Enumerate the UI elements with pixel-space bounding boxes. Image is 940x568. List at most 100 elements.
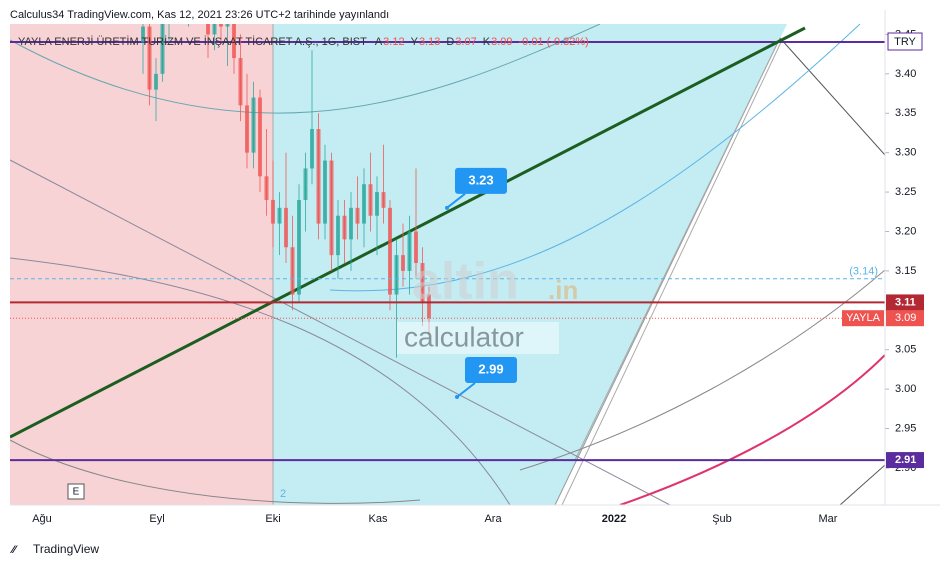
candle-body	[277, 207, 282, 224]
price-label: 2.91	[895, 454, 916, 466]
candle-body	[375, 192, 379, 216]
watermark-sub: calculator	[404, 321, 524, 352]
candle-body	[407, 231, 412, 271]
red-zone	[10, 24, 273, 505]
callout-pointer	[456, 382, 476, 398]
fan-line	[839, 464, 885, 505]
last-name: YAYLA	[846, 312, 880, 324]
drawings	[10, 24, 885, 505]
arc	[10, 257, 511, 505]
candle-body	[316, 129, 321, 224]
ohlc-value: 3.13	[419, 36, 440, 48]
fan-line	[779, 37, 885, 156]
x-tick-label: 2022	[602, 513, 626, 525]
published-note: Calculus34 TradingView.com, Kas 12, 2021…	[10, 9, 389, 21]
y-tick-label: 3.30	[895, 147, 916, 159]
candle-body	[219, 24, 223, 27]
candle-body	[323, 160, 327, 224]
arc	[10, 439, 421, 504]
x-tick-label: Eki	[265, 513, 280, 525]
candle-body	[225, 24, 230, 27]
event-box	[67, 483, 85, 500]
candle-body	[147, 26, 152, 90]
logo: ⁄⁄	[9, 544, 18, 556]
candle-body	[310, 129, 314, 169]
chart-title: YAYLA ENERJİ ÜRETİM TURİZM VE İNŞAAT TİC…	[18, 35, 367, 48]
ohlc-key: A	[375, 36, 383, 48]
currency-box	[887, 32, 923, 51]
cycle-label: 2	[280, 488, 286, 500]
candle-body	[154, 73, 158, 90]
footer-brand: TradingView	[33, 542, 99, 556]
candle-body	[388, 207, 392, 295]
callout-label: 2.99	[478, 361, 503, 376]
ohlc-value: 3.12	[383, 36, 404, 48]
last-price: 3.09	[895, 312, 916, 324]
x-tick-label: Ara	[484, 513, 502, 525]
x-tick-label: Ağu	[32, 513, 52, 525]
ohlc-key: Y	[411, 36, 419, 48]
dashed-level-label: (3.14)	[849, 266, 878, 278]
currency: TRY	[894, 36, 916, 48]
candle-body	[329, 160, 334, 256]
x-tick-label: Kas	[369, 513, 388, 525]
candle-body	[381, 192, 386, 208]
candle-body	[368, 184, 373, 216]
x-tick-label: Şub	[712, 513, 732, 525]
callout-point	[455, 395, 459, 400]
callout-pointer	[446, 193, 466, 209]
watermark: altin .in calculator	[397, 253, 578, 354]
candle-body	[303, 168, 308, 200]
candle-body	[414, 231, 418, 264]
candle-body	[258, 97, 262, 177]
ohlc-key: D	[446, 36, 454, 48]
change: -0.01 (-0.32%)	[519, 36, 589, 48]
callout-label: 3.23	[468, 172, 493, 187]
ohlc-value: 3.07	[455, 36, 476, 48]
arc	[329, 24, 861, 292]
candle-body	[238, 58, 243, 106]
candle-body	[394, 255, 399, 295]
y-tick-label: 3.15	[895, 265, 916, 277]
callout-point	[445, 205, 449, 210]
fan-line	[10, 159, 671, 505]
last-name-box	[842, 310, 884, 327]
candle-body	[290, 247, 295, 295]
candle-body	[342, 215, 347, 240]
arc	[10, 24, 601, 114]
candle-body	[349, 207, 353, 240]
y-tick-label: 2.95	[895, 422, 916, 434]
candle-body	[264, 176, 269, 200]
callout-box	[455, 167, 507, 194]
price-label-box	[886, 294, 924, 311]
candle-body	[355, 207, 360, 224]
y-tick-label: 3.25	[895, 186, 916, 198]
candle-body	[232, 24, 236, 59]
candle-body	[245, 105, 249, 153]
candle-body	[420, 263, 425, 303]
y-tick-label: 3.40	[895, 68, 916, 80]
candles	[141, 24, 431, 358]
ohlc-key: K	[483, 36, 491, 48]
x-tick-label: Mar	[819, 513, 838, 525]
ohlc-value: 3.09	[491, 36, 512, 48]
x-tick-label: Eyl	[149, 513, 164, 525]
candle-body	[212, 24, 217, 35]
overlay: 2.902.953.003.053.103.153.203.253.303.35…	[10, 28, 924, 525]
candle-body	[284, 207, 288, 248]
candle-body	[336, 215, 340, 256]
last-price-box	[886, 310, 924, 327]
price-label: 3.11	[895, 296, 916, 308]
y-tick-label: 3.20	[895, 225, 916, 237]
candle-body	[271, 199, 275, 224]
arc	[519, 269, 885, 471]
watermark-box	[397, 322, 559, 354]
fan-line	[561, 37, 784, 505]
candle-body	[401, 255, 405, 271]
y-tick-label: 3.00	[895, 383, 916, 395]
price-label-box	[886, 452, 924, 469]
watermark-tld: .in	[548, 275, 578, 305]
y-tick-label: 3.05	[895, 344, 916, 356]
